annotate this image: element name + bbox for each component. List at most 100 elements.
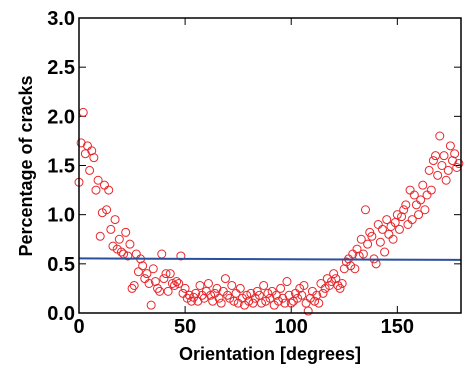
data-point [99,180,109,190]
data-point [358,249,368,259]
data-point [133,267,143,277]
data-point [450,149,460,159]
data-point [350,264,360,274]
data-point [394,224,404,234]
data-point [257,298,267,308]
data-point [403,220,413,229]
data-point [399,205,409,215]
data-point [299,280,309,290]
data-point [454,159,464,169]
data-point [116,247,126,257]
data-point [420,205,430,215]
line [78,257,462,261]
y-tick-label: 2.0 [47,106,75,128]
x-tick-label: 100 [275,316,308,338]
data-point [388,234,398,244]
data-point [286,298,296,308]
data-point [303,306,313,316]
data-point [161,269,171,279]
data-point [167,279,177,288]
data-point [380,247,390,257]
data-point [140,274,150,284]
data-point [443,165,453,175]
data-point [445,141,455,151]
data-point [397,212,407,222]
data-point [373,220,383,229]
data-point [172,277,182,287]
data-point [85,165,95,175]
data-point [235,283,245,293]
data-point [216,298,226,308]
data-point [104,185,114,195]
data-point [146,300,156,310]
data-point [433,170,443,180]
data-point [87,146,97,156]
data-point [176,251,186,261]
data-point [363,239,373,249]
data-point [82,141,92,151]
y-tick-label: 0.5 [47,254,75,276]
data-point [159,274,169,284]
data-point [142,269,152,279]
data-point [418,180,428,190]
data-point [382,215,392,225]
data-point [407,215,417,225]
data-point [148,264,158,274]
data-point [121,227,131,237]
data-point [318,288,328,298]
data-point [102,205,112,215]
data-point [435,131,445,141]
data-point [93,175,103,185]
data-point [91,185,101,195]
data-point [206,290,216,300]
data-point [106,224,116,234]
data-point [375,237,385,247]
data-point [180,283,190,293]
y-tick-label: 1.0 [47,205,75,227]
data-point [78,107,88,117]
data-point [424,165,434,175]
data-point [441,175,451,185]
data-point [416,195,426,205]
data-point [157,249,167,259]
data-point [431,151,441,161]
data-point [263,288,273,298]
data-point [184,290,194,300]
y-tick-label: 0.0 [47,303,75,325]
x-tick-label: 0 [73,316,84,338]
data-point [426,185,436,195]
data-point [401,200,411,210]
data-point [110,215,120,225]
data-point [220,274,230,284]
data-point [89,153,99,163]
data-point [297,290,307,300]
data-point [259,280,269,290]
data-point [411,200,421,210]
data-point [301,298,311,308]
data-point [377,224,387,234]
data-point [174,279,184,288]
data-point [242,290,252,300]
data-point [392,210,402,220]
x-tick-label: 50 [174,316,196,338]
data-point [203,279,213,288]
data-point [114,234,124,244]
data-point [428,156,438,166]
data-point [371,259,381,269]
data-point [163,286,173,296]
data-point [165,269,175,279]
data-point [150,277,160,287]
data-point [337,279,347,288]
data-point [138,261,148,271]
data-point [227,280,237,290]
y-tick-label: 3.0 [47,8,75,30]
y-axis-label: Percentage of cracks [16,75,36,256]
data-point [95,231,105,241]
y-tick-label: 2.5 [47,57,75,79]
data-point [367,231,377,241]
data-point [356,234,366,244]
x-tick-label: 150 [381,316,414,338]
data-point [310,296,320,306]
plot-frame [78,17,462,314]
